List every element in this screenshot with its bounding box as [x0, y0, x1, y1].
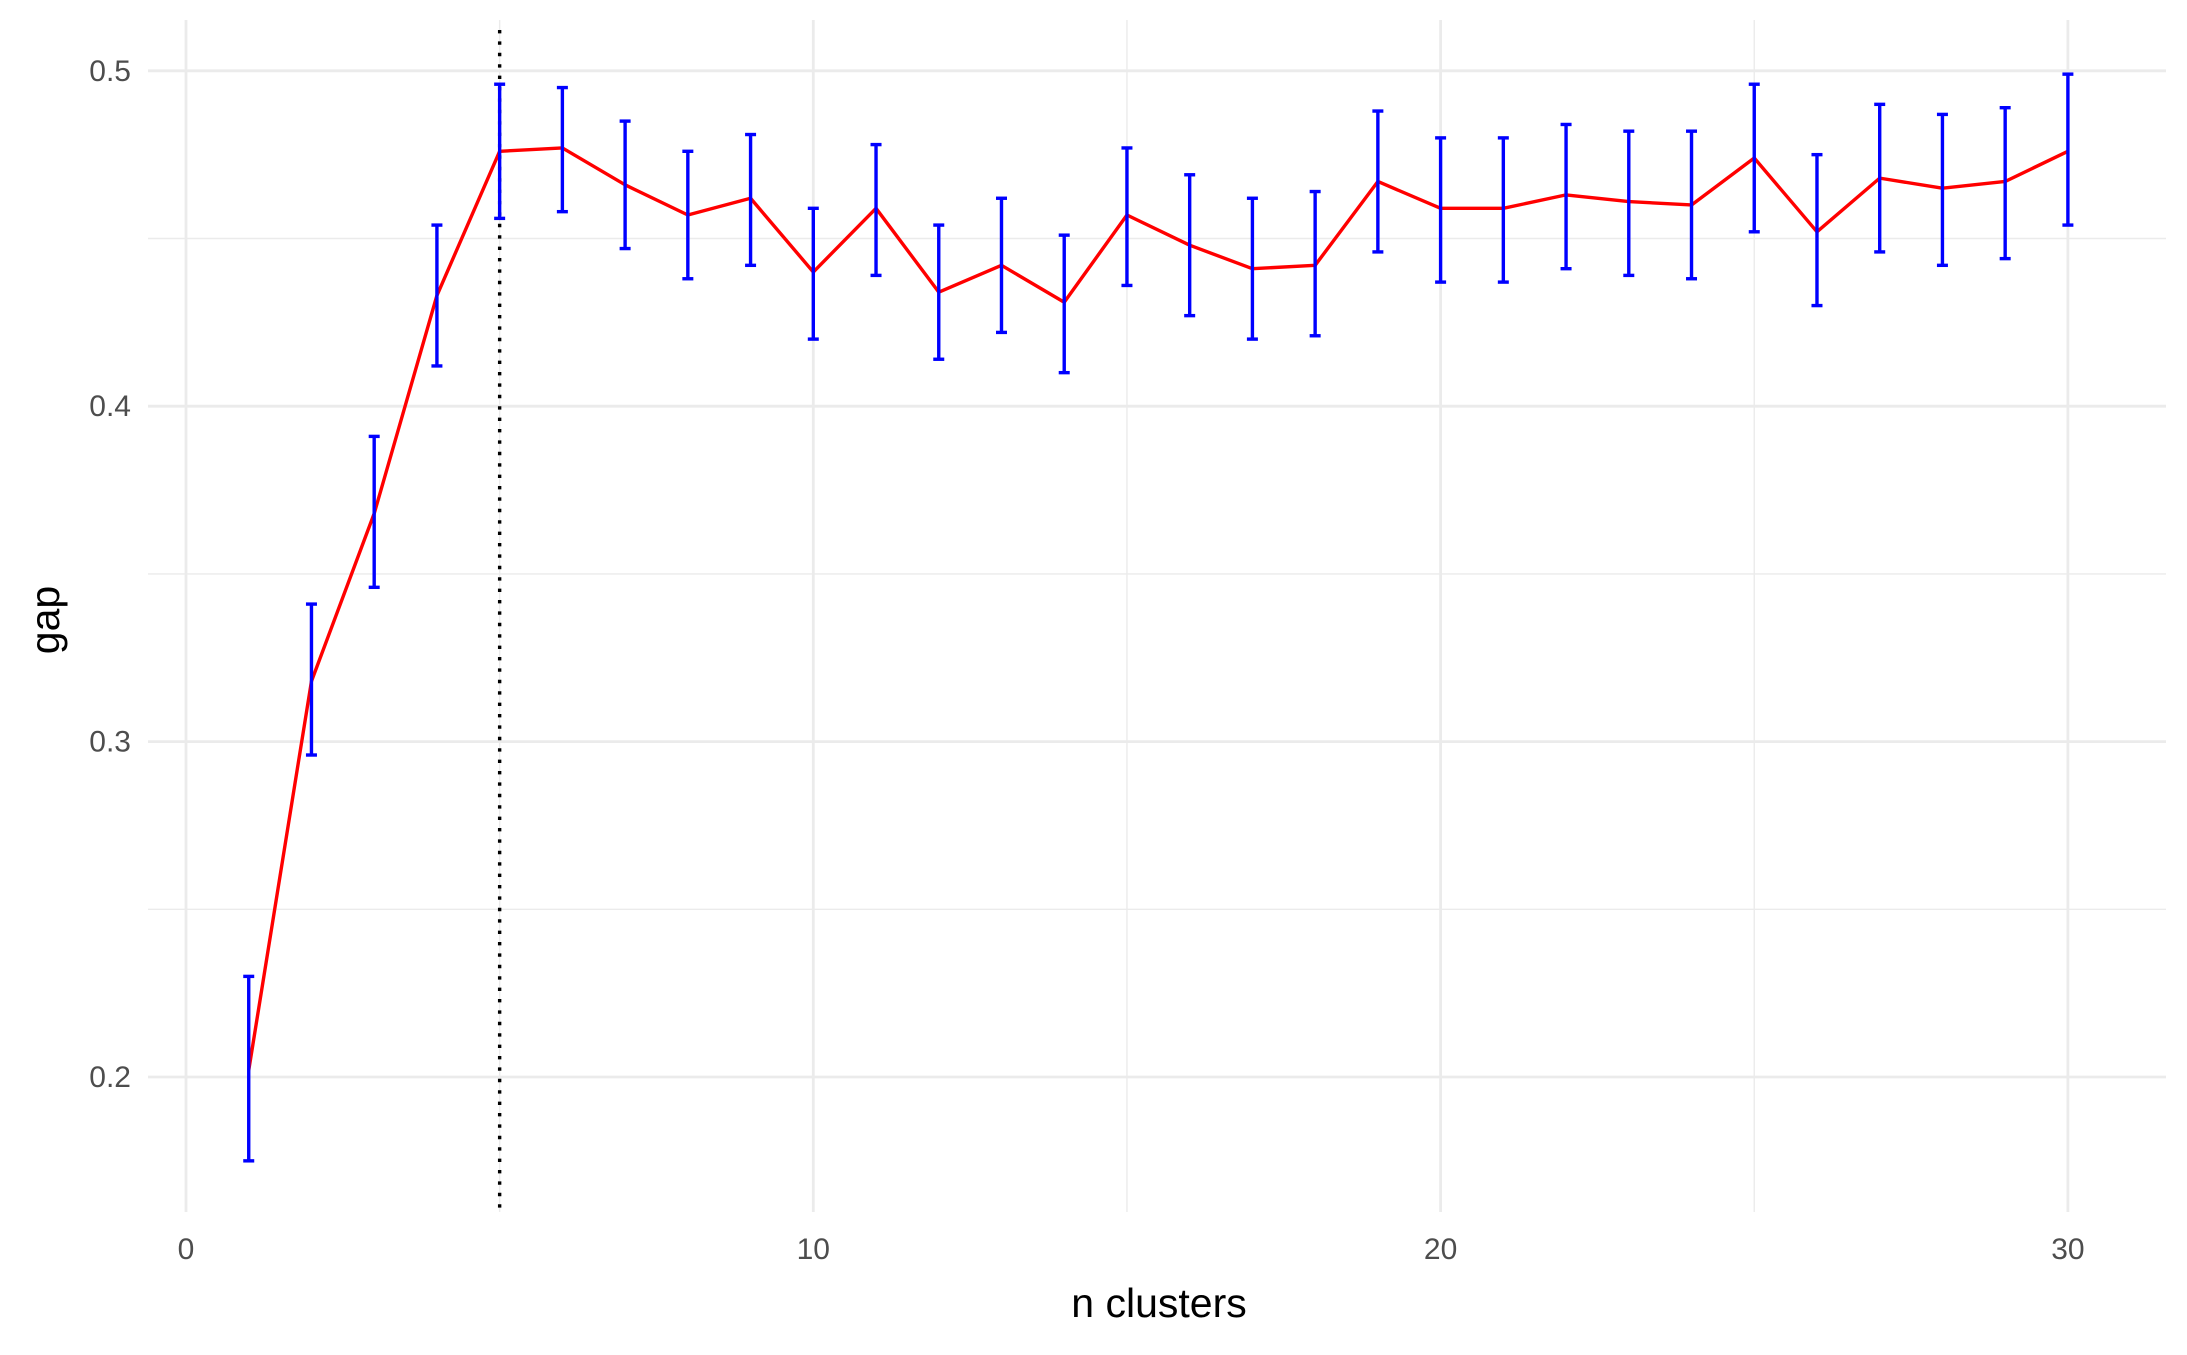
errorbar — [807, 206, 819, 341]
errorbar — [368, 434, 380, 590]
errorbar — [1435, 136, 1447, 284]
x-tick-label: 10 — [797, 1233, 830, 1266]
errorbar — [431, 223, 443, 368]
series-line-layer — [247, 146, 2069, 1071]
errorbar — [1811, 152, 1823, 308]
minor-gridlines — [148, 20, 2166, 1212]
errorbar — [870, 142, 882, 278]
errorbar — [1184, 173, 1196, 318]
errorbar — [1623, 129, 1635, 278]
errorbar — [682, 149, 694, 281]
errorbar — [305, 602, 317, 757]
errorbar — [1686, 129, 1698, 281]
y-tick-label: 0.2 — [89, 1061, 131, 1094]
y-tick-label: 0.5 — [89, 55, 131, 88]
gap-series-line — [247, 146, 2069, 1071]
x-axis-title: n clusters — [1071, 1280, 1246, 1326]
errorbar — [1874, 102, 1886, 254]
errorbar — [1497, 136, 1509, 284]
errorbar — [1999, 105, 2011, 261]
errorbar — [933, 223, 945, 361]
errorbar — [1748, 82, 1760, 234]
errorbar — [1560, 122, 1572, 271]
x-axis-ticks: 0 10 20 30 — [178, 1233, 2085, 1266]
errorbar — [995, 196, 1007, 335]
errorbar — [1372, 109, 1384, 254]
errorbar — [1936, 112, 1948, 268]
y-axis-title: gap — [22, 586, 68, 654]
errorbar — [494, 82, 506, 221]
y-tick-label: 0.3 — [89, 726, 131, 759]
errorbar — [2062, 72, 2074, 227]
x-tick-label: 20 — [1424, 1233, 1457, 1266]
x-tick-label: 30 — [2051, 1233, 2084, 1266]
errorbar — [556, 85, 568, 214]
errorbar — [1121, 146, 1133, 288]
y-axis-ticks: 0.2 0.3 0.4 0.5 — [89, 55, 131, 1094]
errorbar — [1246, 196, 1258, 341]
errorbar — [619, 119, 631, 251]
errorbar — [1309, 189, 1321, 338]
major-gridlines — [148, 20, 2166, 1212]
errorbar-layer — [243, 72, 2074, 1163]
x-tick-label: 0 — [178, 1233, 195, 1266]
errorbar — [243, 974, 255, 1163]
y-tick-label: 0.4 — [89, 390, 131, 423]
errorbar — [1058, 233, 1070, 375]
errorbar — [745, 132, 757, 268]
